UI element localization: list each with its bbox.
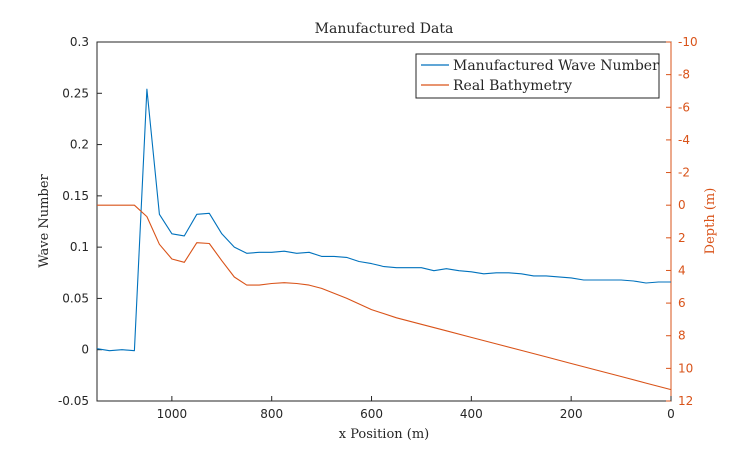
series-line-wave-number <box>96 88 671 352</box>
x-tick-label: 400 <box>460 407 483 421</box>
right-y-tick-label: -8 <box>678 68 690 82</box>
legend-box <box>415 53 660 99</box>
right-y-tick-label: 2 <box>678 231 686 245</box>
right-y-axis-label: Depth (m) <box>703 188 718 255</box>
right-y-axis: -10 -8 -6 -4 -2 0 2 4 6 8 10 12 <box>666 35 698 408</box>
x-tick-label: 600 <box>360 407 383 421</box>
right-y-tick-label: 12 <box>678 394 693 408</box>
left-y-tick-label: 0.1 <box>70 240 89 254</box>
left-y-tick-label: 0.05 <box>62 291 89 305</box>
legend-label-bathymetry: Real Bathymetry <box>453 78 572 94</box>
x-axis: 1000 800 600 400 200 0 <box>157 396 675 421</box>
left-y-tick-label: 0.2 <box>70 138 89 152</box>
left-y-axis: -0.05 0 0.05 0.1 0.15 0.2 0.25 0.3 <box>58 35 102 408</box>
legend-label-wave-number: Manufactured Wave Number <box>453 58 659 74</box>
series-line-bathymetry <box>97 204 672 391</box>
right-y-tick-label: 4 <box>678 263 686 277</box>
legend: Manufactured Wave Number Real Bathymetry <box>415 53 660 99</box>
right-y-tick-label: 8 <box>678 329 686 343</box>
left-y-tick-label: 0.25 <box>62 86 89 100</box>
left-y-tick-label: -0.05 <box>58 394 89 408</box>
right-y-tick-label: 6 <box>678 296 686 310</box>
right-y-tick-label: 10 <box>678 361 693 375</box>
right-y-tick-label: -4 <box>678 133 690 147</box>
series-layer <box>96 88 672 391</box>
x-tick-label: 800 <box>260 407 283 421</box>
left-y-tick-label: 0 <box>81 343 89 357</box>
left-y-tick-label: 0.3 <box>70 35 89 49</box>
x-tick-label: 1000 <box>157 407 188 421</box>
left-y-axis-label: Wave Number <box>37 173 52 267</box>
right-y-tick-label: -2 <box>678 166 690 180</box>
x-axis-label: x Position (m) <box>339 427 430 442</box>
x-tick-label: 200 <box>560 407 583 421</box>
chart-title: Manufactured Data <box>315 21 454 37</box>
right-y-tick-label: -6 <box>678 100 690 114</box>
right-y-tick-label: -10 <box>678 35 698 49</box>
right-y-tick-label: 0 <box>678 198 686 212</box>
x-tick-label: 0 <box>667 407 675 421</box>
left-y-tick-label: 0.15 <box>62 189 89 203</box>
